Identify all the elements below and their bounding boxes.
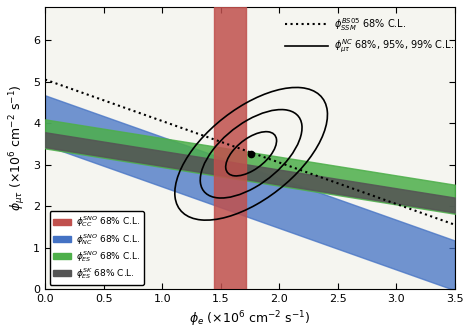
Bar <box>214 7 246 289</box>
Y-axis label: $\phi_{\mu\tau}$ ($\times 10^6$ cm$^{-2}$ s$^{-1}$): $\phi_{\mu\tau}$ ($\times 10^6$ cm$^{-2}… <box>7 85 27 211</box>
Text: $\phi_{SSM}^{BS05}$ 68% C.L.: $\phi_{SSM}^{BS05}$ 68% C.L. <box>334 16 407 33</box>
Text: $\phi_{\mu\tau}^{NC}$ 68%, 95%, 99% C.L.: $\phi_{\mu\tau}^{NC}$ 68%, 95%, 99% C.L. <box>334 38 455 55</box>
X-axis label: $\phi_e$ ($\times 10^6$ cm$^{-2}$ s$^{-1}$): $\phi_e$ ($\times 10^6$ cm$^{-2}$ s$^{-1… <box>189 309 310 329</box>
Legend: $\phi_{CC}^{SNO}$ 68% C.L., $\phi_{NC}^{SNO}$ 68% C.L., $\phi_{ES}^{SNO}$ 68% C.: $\phi_{CC}^{SNO}$ 68% C.L., $\phi_{NC}^{… <box>50 211 144 285</box>
